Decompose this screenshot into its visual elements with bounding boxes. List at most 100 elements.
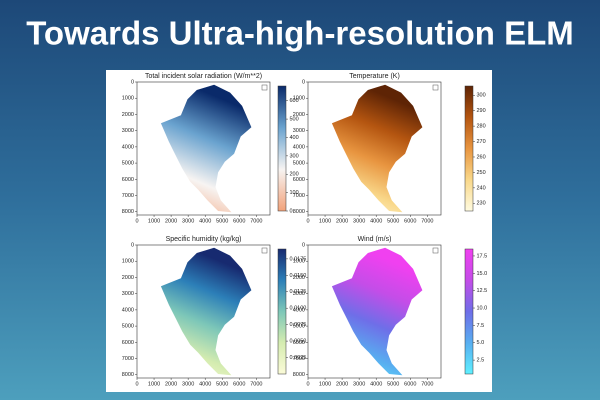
x-tick-label: 1000 — [148, 218, 160, 224]
colorbar-tick-label: 240 — [477, 185, 486, 191]
x-tick-label: 4000 — [199, 218, 211, 224]
y-tick-label: 6000 — [293, 340, 305, 346]
colorbar — [277, 248, 287, 375]
colorbar-tick-label: 0 — [290, 208, 293, 214]
y-tick-label: 6000 — [293, 177, 305, 183]
x-tick-label: 0 — [306, 381, 309, 387]
colorbar — [464, 85, 474, 212]
x-tick-label: 2000 — [336, 381, 348, 387]
y-tick-label: 1000 — [122, 96, 134, 102]
colorbar-tick-label: 0.0125 — [290, 289, 307, 295]
y-tick-label: 4000 — [293, 144, 305, 150]
colorbar-tick-label: 300 — [477, 93, 486, 99]
x-tick-label: 5000 — [387, 218, 399, 224]
colorbar-tick-label: 0.0100 — [290, 306, 307, 312]
y-tick-label: 6000 — [122, 340, 134, 346]
slide-title: Towards Ultra-high-resolution ELM — [26, 15, 574, 52]
x-tick-label: 2000 — [336, 218, 348, 224]
y-tick-label: 5000 — [293, 161, 305, 167]
x-tick-label: 3000 — [353, 218, 365, 224]
panel-title: Specific humidity (kg/kg) — [166, 236, 242, 243]
x-tick-label: 3000 — [353, 381, 365, 387]
y-tick-label: 5000 — [293, 324, 305, 330]
x-tick-label: 4000 — [199, 381, 211, 387]
y-tick-label: 3000 — [293, 128, 305, 134]
y-tick-label: 0 — [302, 242, 305, 248]
panel-title: Wind (m/s) — [358, 236, 392, 243]
colorbar-tick-label: 250 — [477, 170, 486, 176]
panel-title: Total incident solar radiation (W/m**2) — [145, 73, 262, 80]
legend-box — [261, 247, 268, 254]
colorbar-tick-label: 12.5 — [477, 288, 488, 294]
y-tick-label: 3000 — [122, 291, 134, 297]
colorbar-tick-label: 270 — [477, 139, 486, 145]
y-tick-label: 1000 — [293, 259, 305, 265]
y-tick-label: 3000 — [293, 291, 305, 297]
x-tick-label: 3000 — [182, 218, 194, 224]
colorbar-tick-label: 15.0 — [477, 271, 488, 277]
colorbar-tick-label: 0.0075 — [290, 322, 307, 328]
colorbar-tick-label: 7.5 — [477, 323, 485, 329]
y-tick-label: 8000 — [293, 209, 305, 215]
y-tick-label: 8000 — [122, 372, 134, 378]
y-tick-label: 4000 — [293, 307, 305, 313]
colorbar-tick-label: 600 — [290, 98, 299, 104]
x-tick-label: 7000 — [250, 381, 262, 387]
colorbar-tick-label: 500 — [290, 117, 299, 123]
colorbar-tick-label: 2.5 — [477, 358, 485, 364]
x-tick-label: 0 — [135, 218, 138, 224]
y-tick-label: 5000 — [122, 324, 134, 330]
x-tick-label: 6000 — [404, 381, 416, 387]
colorbar-tick-label: 0.0175 — [290, 256, 307, 262]
colorbar-tick-label: 200 — [290, 172, 299, 178]
colorbar-tick-label: 400 — [290, 135, 299, 141]
x-tick-label: 5000 — [216, 381, 228, 387]
x-tick-label: 3000 — [182, 381, 194, 387]
y-tick-label: 1000 — [122, 259, 134, 265]
y-tick-label: 5000 — [122, 161, 134, 167]
x-tick-label: 6000 — [233, 218, 245, 224]
colorbar-tick-label: 0.0025 — [290, 355, 307, 361]
colorbar — [277, 85, 287, 212]
y-tick-label: 2000 — [293, 112, 305, 118]
colorbar — [464, 248, 474, 375]
y-tick-label: 7000 — [293, 193, 305, 199]
y-tick-label: 0 — [131, 242, 134, 248]
y-tick-label: 6000 — [122, 177, 134, 183]
x-tick-label: 7000 — [421, 381, 433, 387]
x-tick-label: 2000 — [165, 381, 177, 387]
x-tick-label: 0 — [306, 218, 309, 224]
y-tick-label: 7000 — [293, 356, 305, 362]
y-tick-label: 2000 — [293, 275, 305, 281]
legend-box — [261, 84, 268, 91]
x-tick-label: 0 — [135, 381, 138, 387]
x-tick-label: 5000 — [387, 381, 399, 387]
x-tick-label: 4000 — [370, 218, 382, 224]
y-tick-label: 4000 — [122, 144, 134, 150]
y-tick-label: 0 — [131, 79, 134, 85]
y-tick-label: 7000 — [122, 356, 134, 362]
x-tick-label: 7000 — [250, 218, 262, 224]
y-tick-label: 7000 — [122, 193, 134, 199]
y-tick-label: 0 — [302, 79, 305, 85]
colorbar-tick-label: 100 — [290, 190, 299, 196]
legend-box — [432, 247, 439, 254]
y-tick-label: 8000 — [122, 209, 134, 215]
y-tick-label: 1000 — [293, 96, 305, 102]
map-field — [331, 247, 423, 376]
y-tick-label: 8000 — [293, 372, 305, 378]
colorbar-tick-label: 300 — [290, 153, 299, 159]
y-tick-label: 4000 — [122, 307, 134, 313]
colorbar-tick-label: 230 — [477, 201, 486, 207]
x-tick-label: 6000 — [404, 218, 416, 224]
map-field — [160, 247, 252, 376]
x-tick-label: 7000 — [421, 218, 433, 224]
colorbar-tick-label: 280 — [477, 124, 486, 130]
colorbar-tick-label: 0.0050 — [290, 339, 307, 345]
y-tick-label: 2000 — [122, 112, 134, 118]
x-tick-label: 4000 — [370, 381, 382, 387]
y-tick-label: 3000 — [122, 128, 134, 134]
x-tick-label: 1000 — [148, 381, 160, 387]
y-tick-label: 2000 — [122, 275, 134, 281]
